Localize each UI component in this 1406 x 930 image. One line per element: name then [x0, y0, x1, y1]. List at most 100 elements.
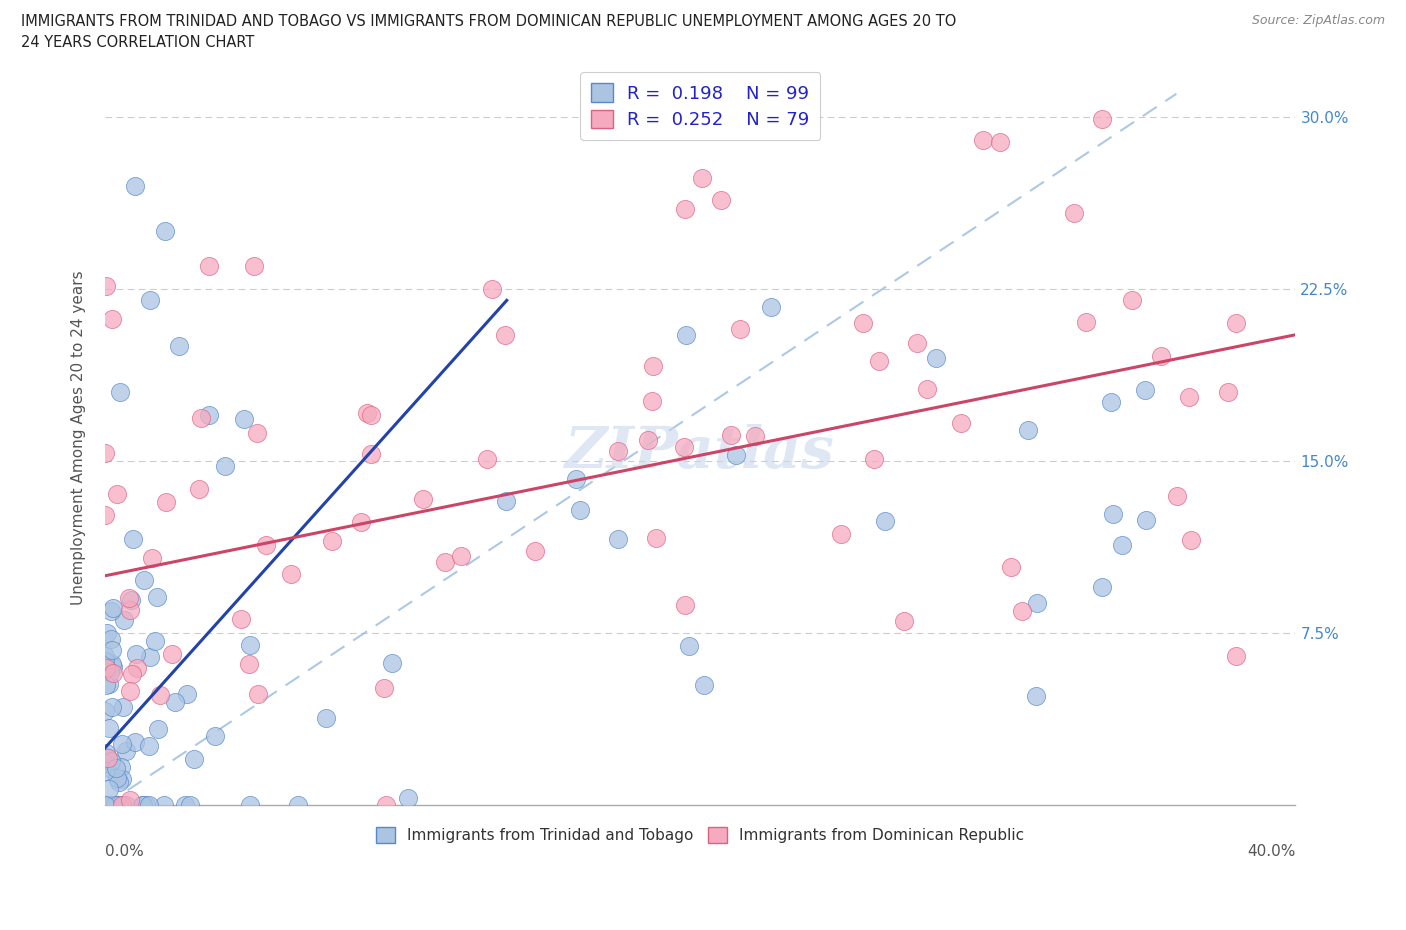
Point — [949, 416, 972, 431]
Point — [728, 321, 751, 336]
Point — [247, 686, 270, 701]
Point — [350, 515, 373, 530]
Point — [360, 446, 382, 461]
Point — [360, 407, 382, 422]
Point — [104, 761, 127, 776]
Point — [830, 527, 852, 542]
Point — [1135, 512, 1157, 527]
Point — [121, 667, 143, 682]
Point — [381, 656, 404, 671]
Point — [131, 798, 153, 813]
Point — [94, 653, 117, 668]
Point — [475, 451, 498, 466]
Point — [101, 312, 124, 326]
Point — [710, 193, 733, 207]
Point — [204, 729, 226, 744]
Point — [107, 487, 129, 502]
Point — [94, 445, 117, 460]
Point — [111, 798, 134, 813]
Point — [1218, 384, 1240, 399]
Point — [96, 798, 118, 813]
Point — [94, 798, 117, 813]
Point — [287, 798, 309, 813]
Point — [321, 534, 343, 549]
Point — [138, 738, 160, 753]
Point — [1026, 595, 1049, 610]
Point — [96, 798, 118, 813]
Point — [96, 278, 118, 293]
Point — [396, 790, 419, 805]
Point — [640, 393, 662, 408]
Point — [893, 614, 915, 629]
Point — [107, 798, 129, 813]
Point — [315, 711, 337, 725]
Point — [873, 513, 896, 528]
Point — [356, 405, 378, 420]
Point — [165, 695, 187, 710]
Point — [744, 429, 766, 444]
Point — [1121, 293, 1143, 308]
Point — [569, 502, 592, 517]
Point — [107, 798, 129, 813]
Point — [101, 666, 124, 681]
Point — [108, 775, 131, 790]
Point — [111, 737, 134, 751]
Point — [637, 432, 659, 447]
Point — [104, 798, 127, 813]
Point — [678, 638, 700, 653]
Point — [1074, 314, 1097, 329]
Point — [1099, 394, 1122, 409]
Point — [761, 299, 783, 314]
Point — [1091, 112, 1114, 126]
Point — [523, 543, 546, 558]
Point — [101, 798, 124, 813]
Point — [188, 482, 211, 497]
Point — [153, 224, 176, 239]
Point — [179, 798, 201, 813]
Point — [190, 411, 212, 426]
Point — [169, 339, 191, 353]
Point — [915, 382, 938, 397]
Point — [97, 781, 120, 796]
Point — [105, 771, 128, 786]
Point — [183, 752, 205, 767]
Point — [111, 700, 134, 715]
Point — [214, 458, 236, 473]
Point — [94, 508, 117, 523]
Point — [1225, 316, 1247, 331]
Point — [96, 660, 118, 675]
Point — [111, 771, 134, 786]
Point — [118, 591, 141, 605]
Text: 24 YEARS CORRELATION CHART: 24 YEARS CORRELATION CHART — [21, 35, 254, 50]
Point — [1011, 604, 1033, 618]
Point — [101, 798, 124, 813]
Point — [675, 327, 697, 342]
Point — [149, 688, 172, 703]
Point — [125, 660, 148, 675]
Point — [110, 759, 132, 774]
Point — [673, 597, 696, 612]
Point — [645, 531, 668, 546]
Point — [481, 282, 503, 297]
Point — [143, 633, 166, 648]
Legend: Immigrants from Trinidad and Tobago, Immigrants from Dominican Republic: Immigrants from Trinidad and Tobago, Imm… — [370, 821, 1031, 849]
Point — [112, 613, 135, 628]
Point — [94, 798, 117, 813]
Point — [160, 646, 183, 661]
Point — [108, 385, 131, 400]
Point — [120, 593, 142, 608]
Point — [1177, 390, 1199, 405]
Point — [198, 407, 221, 422]
Point — [121, 532, 143, 547]
Point — [905, 336, 928, 351]
Point — [280, 566, 302, 581]
Point — [229, 611, 252, 626]
Point — [94, 746, 117, 761]
Point — [101, 659, 124, 674]
Point — [851, 315, 873, 330]
Point — [198, 259, 221, 273]
Point — [238, 657, 260, 671]
Point — [925, 351, 948, 365]
Point — [152, 798, 174, 813]
Point — [146, 590, 169, 604]
